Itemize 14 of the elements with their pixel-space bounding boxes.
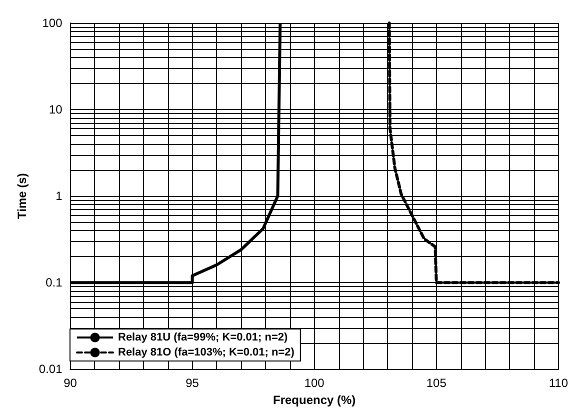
x-tick-label: 105 — [426, 376, 447, 390]
x-tick-label: 100 — [304, 376, 325, 390]
x-axis-title: Frequency (%) — [273, 393, 356, 407]
y-axis-title: Time (s) — [15, 173, 29, 219]
legend-label: Relay 81O (fa=103%; K=0.01; n=2) — [118, 346, 295, 358]
y-tick-label: 0.01 — [38, 362, 63, 376]
y-tick-label: 1 — [56, 189, 63, 204]
y-tick-label: 10 — [48, 102, 63, 117]
x-tick-label: 90 — [64, 376, 78, 390]
x-tick-label: 110 — [548, 376, 568, 390]
y-tick-label: 100 — [42, 16, 63, 30]
x-tick-label: 95 — [186, 376, 200, 390]
y-tick-label: 0.1 — [46, 276, 63, 290]
legend-label: Relay 81U (fa=99%; K=0.01; n=2) — [118, 332, 288, 344]
